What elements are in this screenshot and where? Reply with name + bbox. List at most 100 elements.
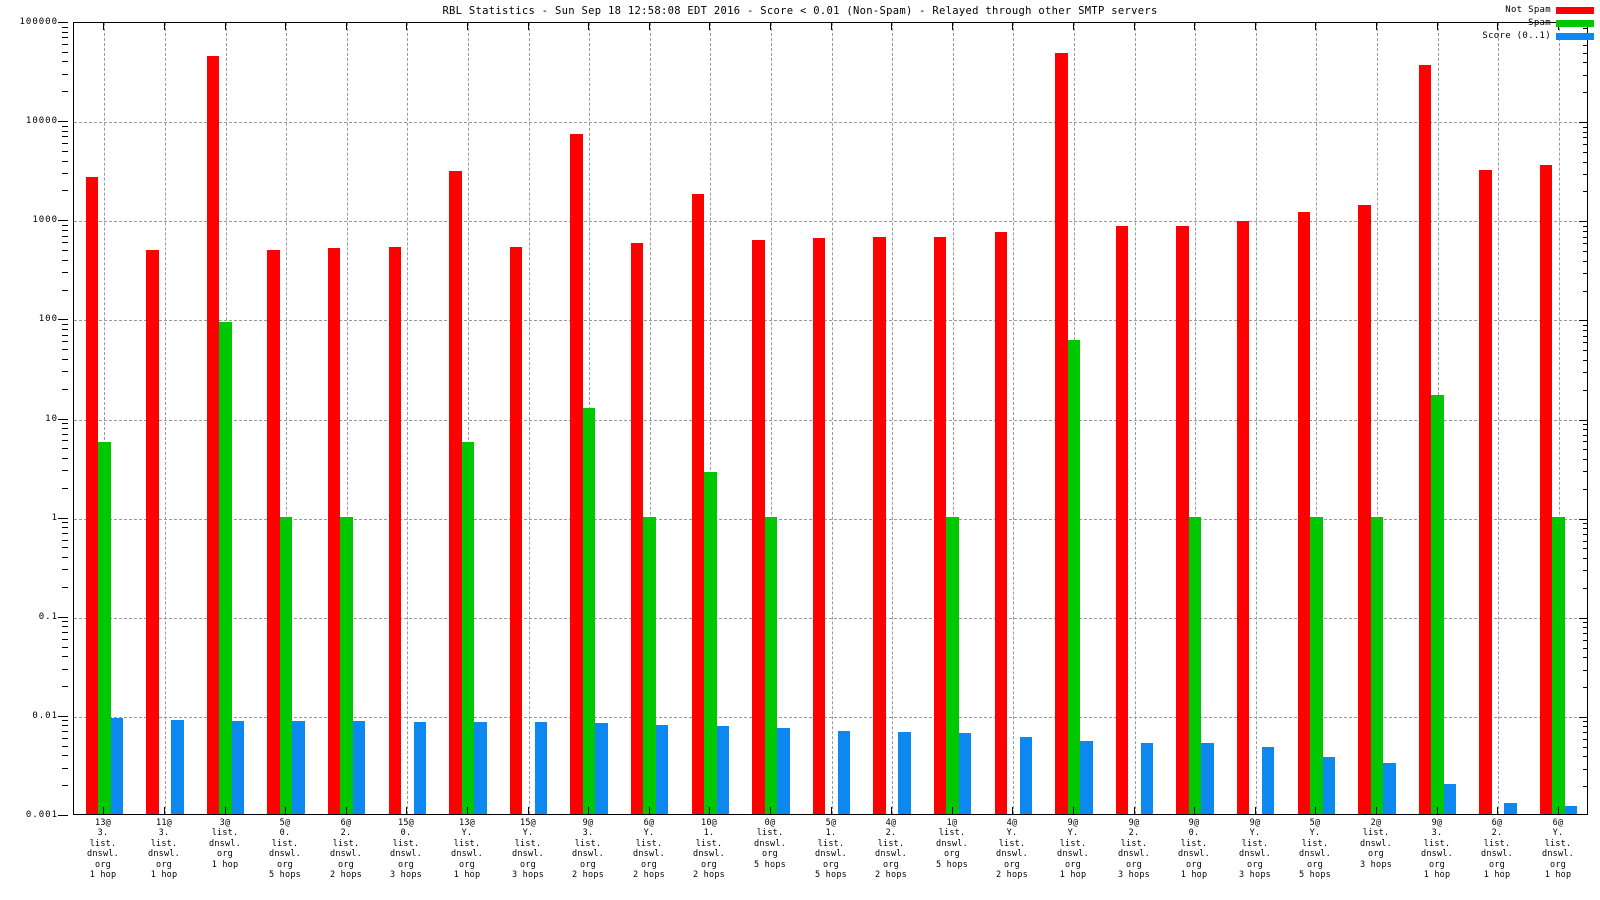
x-axis-tick-top bbox=[103, 22, 104, 30]
y-axis-minor-tick bbox=[62, 31, 68, 33]
x-axis-tick-top bbox=[528, 22, 529, 30]
y-axis-minor-tick bbox=[62, 172, 68, 174]
y-axis-minor-tick-right bbox=[1583, 342, 1587, 344]
y-axis-minor-tick-right bbox=[1583, 126, 1587, 128]
y-axis-minor-tick bbox=[62, 289, 68, 291]
bar-not-spam bbox=[873, 237, 886, 814]
x-axis-tick-bottom bbox=[225, 807, 226, 815]
y-axis-minor-tick-right bbox=[1583, 359, 1587, 361]
x-axis-tick-bottom bbox=[1376, 807, 1377, 815]
gridline-vertical bbox=[1195, 23, 1196, 814]
bar-score bbox=[352, 721, 366, 814]
y-axis-minor-tick-right bbox=[1583, 424, 1587, 426]
y-axis-minor-tick-right bbox=[1583, 746, 1587, 748]
y-axis-minor-tick-right bbox=[1583, 647, 1587, 649]
x-axis-ticks-top bbox=[73, 22, 1588, 31]
y-axis-tick bbox=[58, 517, 68, 519]
y-axis-tick-labels: 100000 10000 1000 100 10 1 0.1 0.01 0.001 bbox=[0, 17, 68, 820]
y-axis-minor-tick-right bbox=[1583, 687, 1587, 689]
y-axis-tick-label: 0.1 bbox=[38, 611, 58, 622]
y-axis-minor-tick-right bbox=[1583, 92, 1587, 94]
y-axis-minor-tick bbox=[62, 37, 68, 39]
y-axis-minor-tick bbox=[62, 334, 68, 336]
gridline-vertical bbox=[165, 23, 166, 814]
bar-spam bbox=[279, 516, 293, 814]
y-axis-minor-tick bbox=[62, 527, 68, 529]
y-axis-minor-tick-right bbox=[1583, 372, 1587, 374]
x-axis-tick-bottom bbox=[164, 807, 165, 815]
y-axis-minor-tick bbox=[62, 43, 68, 45]
y-axis-minor-tick bbox=[62, 646, 68, 648]
y-axis-minor-tick-right bbox=[1583, 243, 1587, 245]
y-axis-minor-tick-right bbox=[1583, 633, 1587, 635]
x-axis-tick-top bbox=[1315, 22, 1316, 30]
x-axis-tick-bottom bbox=[528, 807, 529, 815]
bar-not-spam bbox=[388, 247, 402, 814]
x-axis-ticks-bottom bbox=[73, 807, 1588, 816]
x-axis-tick-top bbox=[346, 22, 347, 30]
x-axis-tick-top bbox=[225, 22, 226, 30]
y-axis-tick bbox=[58, 121, 68, 123]
y-axis-minor-tick-right bbox=[1583, 528, 1587, 530]
y-axis-tick bbox=[58, 22, 68, 23]
y-axis-tick bbox=[58, 220, 68, 222]
x-axis-tick-bottom bbox=[1255, 807, 1256, 815]
y-axis-tick-right bbox=[1579, 617, 1587, 619]
gridline-vertical bbox=[650, 23, 651, 814]
bar-score bbox=[837, 730, 851, 814]
y-axis-tick-label: 0.01 bbox=[32, 710, 58, 721]
x-axis-tick-bottom bbox=[588, 807, 589, 815]
bar-spam bbox=[1370, 516, 1384, 814]
y-axis-minor-tick bbox=[62, 371, 68, 373]
x-axis-tick-label: 15@ 0. list. dnswl. org 3 hops bbox=[390, 818, 422, 881]
bar-not-spam bbox=[449, 170, 462, 814]
bar-spam bbox=[1188, 516, 1202, 814]
gridline-vertical bbox=[832, 23, 833, 814]
x-axis-tick-top bbox=[649, 22, 650, 30]
gridline-vertical bbox=[710, 23, 711, 814]
x-axis-tick-label: 4@ 2. list. dnswl. org 2 hops bbox=[875, 818, 907, 881]
bar-not-spam bbox=[570, 133, 583, 814]
bar-not-spam bbox=[630, 243, 644, 814]
y-axis-minor-tick-right bbox=[1583, 389, 1587, 391]
bar-score bbox=[1443, 784, 1457, 814]
bar-score bbox=[474, 721, 487, 814]
gridline-vertical bbox=[892, 23, 893, 814]
gridline-horizontal bbox=[74, 122, 1587, 124]
y-axis-minor-tick-right bbox=[1583, 533, 1587, 535]
y-axis-minor-tick bbox=[62, 130, 68, 132]
x-axis-tick-label: 1@ list. dnswl. org 5 hops bbox=[936, 818, 968, 870]
x-axis-tick-bottom bbox=[285, 807, 286, 815]
x-axis-tick-label: 13@ 3. list. dnswl. org 1 hop bbox=[87, 818, 119, 881]
bar-not-spam bbox=[1358, 205, 1371, 814]
y-axis-minor-tick-right bbox=[1583, 786, 1587, 788]
gridline-vertical bbox=[1498, 23, 1499, 814]
y-axis-tick bbox=[58, 319, 68, 321]
y-axis-minor-tick bbox=[62, 686, 68, 688]
x-axis-tick-bottom bbox=[1558, 807, 1559, 815]
bar-not-spam bbox=[691, 193, 705, 814]
x-axis-tick-bottom bbox=[952, 807, 953, 815]
y-axis-tick-label: 0.001 bbox=[25, 810, 58, 820]
y-axis-minor-tick bbox=[62, 349, 68, 351]
legend-label: Spam bbox=[1528, 18, 1551, 28]
y-axis-minor-tick bbox=[62, 448, 68, 450]
y-axis-minor-tick bbox=[62, 557, 68, 559]
bar-score bbox=[231, 720, 245, 814]
y-axis-minor-tick-right bbox=[1583, 587, 1587, 589]
y-axis-minor-tick-right bbox=[1583, 622, 1587, 624]
x-axis-tick-label: 6@ 2. list. dnswl. org 2 hops bbox=[330, 818, 362, 881]
y-axis-minor-tick-right bbox=[1583, 540, 1587, 542]
gridline-vertical bbox=[1135, 23, 1136, 814]
y-axis-minor-tick-right bbox=[1583, 627, 1587, 629]
y-axis-minor-tick bbox=[62, 428, 68, 430]
y-axis-minor-tick bbox=[62, 190, 68, 192]
bar-not-spam bbox=[1055, 52, 1068, 814]
y-axis-minor-tick bbox=[62, 632, 68, 634]
legend-label: Not Spam bbox=[1505, 5, 1551, 15]
bar-not-spam bbox=[752, 239, 765, 814]
y-axis-minor-tick bbox=[62, 51, 68, 53]
y-axis-minor-tick bbox=[62, 224, 68, 226]
bar-not-spam bbox=[267, 249, 280, 814]
